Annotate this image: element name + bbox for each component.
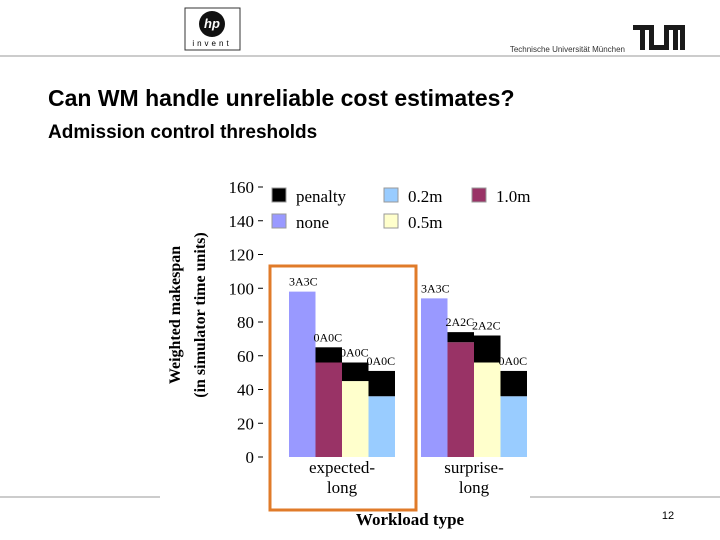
- penalty-bar: [447, 332, 474, 343]
- hp-logo-mark: hp: [204, 16, 220, 31]
- bar-label: 0A0C: [367, 354, 396, 368]
- bar: [500, 396, 527, 457]
- bar-label: 2A2C: [472, 319, 501, 333]
- highlight-box: [268, 264, 418, 512]
- y-tick-label: 80: [237, 313, 254, 332]
- bar-label: 2A2C: [446, 315, 475, 329]
- y-tick-label: 100: [229, 279, 255, 298]
- subtitle: Admission control thresholds: [48, 122, 317, 143]
- x-tick-label: long: [459, 478, 490, 497]
- legend-label: penalty: [296, 187, 347, 206]
- y-tick-label: 0: [246, 448, 255, 467]
- bar-label: 0A0C: [314, 330, 343, 344]
- legend-swatch: [471, 187, 487, 203]
- bar-label: 0A0C: [340, 346, 369, 360]
- legend-label: 1.0m: [496, 187, 530, 206]
- legend-swatch: [271, 187, 287, 203]
- legend-swatch: [383, 213, 399, 229]
- bar: [421, 298, 448, 457]
- x-axis-label: Workload type: [356, 510, 465, 529]
- y-tick-label: 140: [229, 212, 255, 231]
- legend-label: 0.2m: [408, 187, 442, 206]
- y-tick-label: 60: [237, 347, 254, 366]
- page-number: 12: [662, 510, 674, 522]
- y-tick-label: 40: [237, 381, 254, 400]
- legend-label: 0.5m: [408, 213, 442, 232]
- legend-label: none: [296, 213, 329, 232]
- institution: Technische Universität München: [510, 45, 625, 54]
- penalty-bar: [315, 347, 342, 363]
- y-tick-label: 120: [229, 246, 255, 265]
- bar: [447, 342, 474, 457]
- chart: 0 20 40 60 80 100 120 140 160 Weighted makespan (i…: [167, 178, 530, 529]
- title: Can WM handle unreliable cost estimates?: [48, 85, 515, 111]
- legend-swatch: [383, 187, 399, 203]
- penalty-bar: [500, 370, 527, 397]
- tum-logo: [633, 25, 685, 50]
- bar-label: 3A3C: [289, 275, 318, 289]
- bar: [368, 396, 395, 457]
- logo-text: invent: [192, 39, 231, 48]
- x-tick-label: surprise-: [444, 458, 504, 477]
- bar: [289, 291, 316, 457]
- penalty-bar: [368, 370, 395, 397]
- y-axis-label: (in simulator time units): [192, 232, 209, 397]
- hp-logo: [199, 11, 225, 37]
- x-tick-label: long: [327, 478, 358, 497]
- y-axis-label: Weighted makespan: [167, 246, 184, 384]
- bar: [315, 362, 342, 457]
- penalty-bar: [474, 335, 501, 363]
- x-tick-label: expected-: [309, 458, 375, 477]
- y-tick-label: 160: [229, 178, 255, 197]
- penalty-bar: [342, 362, 369, 382]
- bar-label: 0A0C: [499, 354, 528, 368]
- bar-label: 3A3C: [421, 281, 450, 295]
- y-tick-label: 20: [237, 414, 254, 433]
- legend-swatch: [271, 213, 287, 229]
- bar: [342, 381, 369, 457]
- bar: [474, 362, 501, 457]
